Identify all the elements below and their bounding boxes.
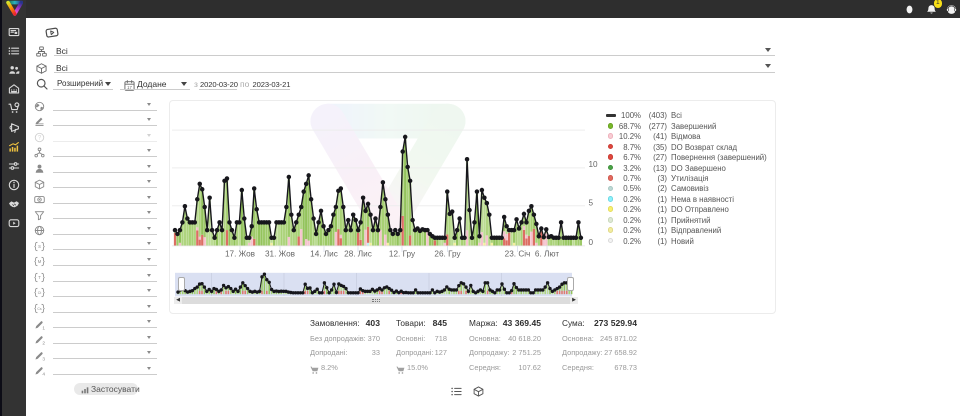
svg-text:Ct: Ct <box>37 291 41 295</box>
svg-text:M: M <box>37 259 41 264</box>
svg-text:2: 2 <box>42 340 45 345</box>
svg-text:14. Лис: 14. Лис <box>310 250 338 259</box>
svg-text:3: 3 <box>42 356 45 361</box>
svg-text:17. Жов: 17. Жов <box>225 250 255 259</box>
svg-text:?: ? <box>37 135 41 141</box>
svg-text:S: S <box>38 244 41 249</box>
svg-text:28. Лис: 28. Лис <box>344 250 372 259</box>
svg-text:1: 1 <box>42 325 45 330</box>
svg-text:4: 4 <box>42 371 45 376</box>
svg-text:Cs: Cs <box>37 307 42 311</box>
svg-text:12. Гру: 12. Гру <box>389 250 416 259</box>
svg-text:31. Жов: 31. Жов <box>265 250 295 259</box>
svg-text:T: T <box>38 275 41 280</box>
svg-text:0: 0 <box>589 238 594 247</box>
svg-text:26. Гру: 26. Гру <box>434 250 461 259</box>
svg-text:10: 10 <box>589 160 599 169</box>
svg-text:17: 17 <box>127 84 132 89</box>
svg-text:5: 5 <box>589 198 594 207</box>
svg-text:23. Січ: 23. Січ <box>505 250 531 259</box>
svg-text:6. Лют: 6. Лют <box>535 250 559 259</box>
